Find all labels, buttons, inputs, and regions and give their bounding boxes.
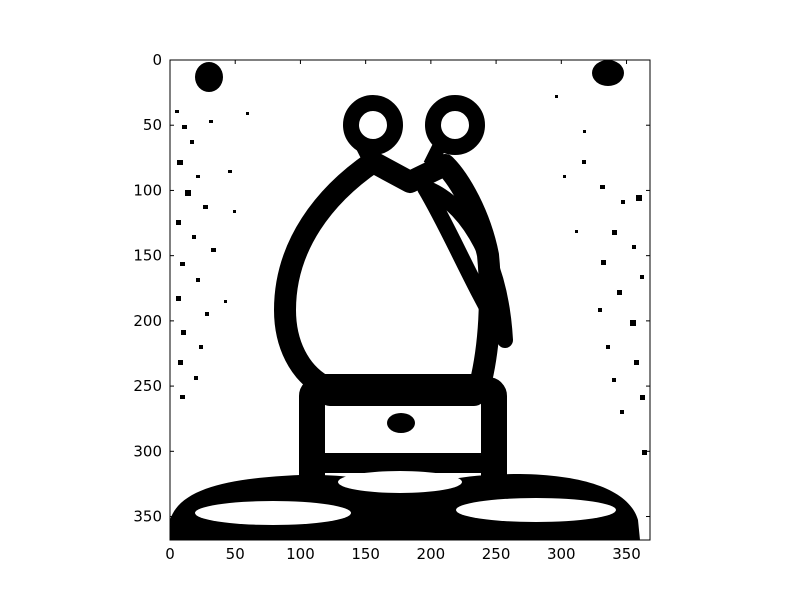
x-tick-label: 300 — [547, 545, 576, 563]
image-noise-right — [555, 95, 647, 455]
image-noise-left — [175, 110, 249, 399]
x-tick-label: 150 — [351, 545, 380, 563]
y-tick-label: 250 — [133, 377, 162, 395]
x-tick-label: 250 — [482, 545, 511, 563]
image-middle-band — [325, 453, 485, 473]
axes-frame — [169, 59, 651, 541]
image-blob-top-right — [592, 60, 624, 86]
x-tick-label: 350 — [612, 545, 641, 563]
y-tick-label: 50 — [143, 116, 162, 134]
image-foot-inner-left — [195, 501, 351, 525]
image-foot-inner-right — [456, 498, 616, 522]
image-ring-right — [425, 95, 485, 155]
x-tick-label: 100 — [286, 545, 315, 563]
y-axis-ticks: 0 50 100 150 200 250 300 350 — [133, 51, 650, 526]
x-tick-label: 0 — [165, 545, 175, 563]
y-tick-label: 0 — [152, 51, 162, 69]
image-mitre-slit — [417, 180, 513, 348]
x-tick-label: 50 — [226, 545, 245, 563]
heatmap-image — [170, 60, 647, 540]
y-tick-label: 200 — [133, 312, 162, 330]
x-axis-ticks: 0 50 100 150 200 250 300 350 — [165, 60, 641, 563]
image-connector-right — [423, 141, 447, 169]
image-ring-left — [343, 95, 403, 155]
image-foot-inner-center — [338, 471, 462, 493]
y-tick-label: 150 — [133, 247, 162, 265]
x-tick-label: 200 — [417, 545, 446, 563]
image-blob-top-left — [195, 62, 223, 92]
y-tick-label: 350 — [133, 508, 162, 526]
y-tick-label: 300 — [133, 442, 162, 460]
image-center-dot — [387, 413, 415, 433]
image-connector-left — [355, 141, 379, 169]
y-tick-label: 100 — [133, 181, 162, 199]
